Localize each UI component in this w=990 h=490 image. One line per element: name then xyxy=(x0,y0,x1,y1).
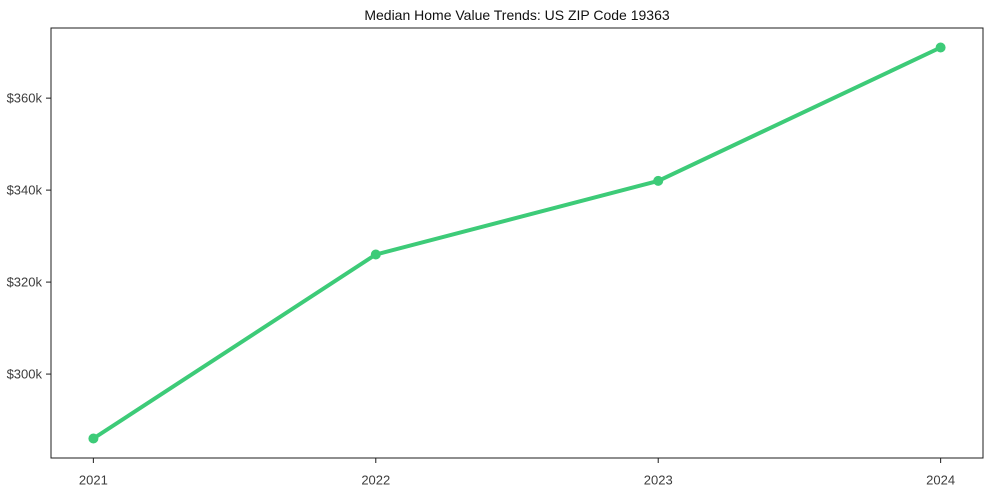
plot-border xyxy=(50,27,984,459)
y-tick-label: $300k xyxy=(7,367,43,382)
x-tick-label: 2023 xyxy=(644,473,673,488)
trend-line xyxy=(91,45,943,441)
y-tick-label: $360k xyxy=(7,91,43,106)
data-point-2022 xyxy=(370,249,381,260)
x-tick-label: 2021 xyxy=(79,473,108,488)
x-tick-label: 2022 xyxy=(361,473,390,488)
y-tick-label: $340k xyxy=(7,183,43,198)
data-point-2024 xyxy=(935,42,946,53)
chart-title: Median Home Value Trends: US ZIP Code 19… xyxy=(364,7,670,23)
x-tick-label: 2024 xyxy=(926,473,955,488)
data-point-2021 xyxy=(88,433,99,444)
y-tick-label: $320k xyxy=(7,275,43,290)
data-point-2023 xyxy=(653,175,664,186)
